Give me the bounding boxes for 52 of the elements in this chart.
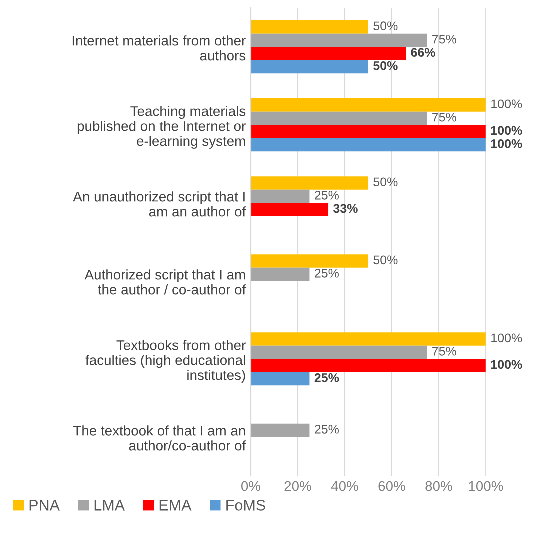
bar bbox=[250, 268, 310, 282]
data-label: 50% bbox=[374, 178, 398, 187]
x-tick-label: 40% bbox=[331, 481, 358, 492]
x-tick-label: 0% bbox=[241, 481, 261, 492]
bar bbox=[250, 424, 310, 438]
bar bbox=[250, 359, 486, 372]
bar bbox=[250, 112, 428, 126]
bar bbox=[250, 190, 310, 204]
legend-label: LMA bbox=[94, 500, 126, 511]
data-label: 100% bbox=[491, 126, 522, 136]
data-label: 33% bbox=[334, 204, 358, 214]
bar bbox=[250, 47, 406, 60]
bar bbox=[250, 138, 486, 152]
bar bbox=[250, 98, 486, 112]
data-label: 25% bbox=[315, 190, 339, 200]
bar bbox=[250, 332, 486, 346]
y-tick-label: Textbooks from other faculties (high educational institutes) bbox=[86, 340, 246, 383]
y-tick-label: An unauthorized script that I am an author of bbox=[73, 192, 246, 217]
bar bbox=[250, 34, 428, 48]
bar bbox=[250, 346, 428, 360]
data-label: 75% bbox=[432, 113, 456, 122]
bar bbox=[250, 20, 368, 34]
x-tick-label: 100% bbox=[469, 481, 504, 492]
x-tick-label: 60% bbox=[378, 481, 406, 492]
y-tick-label: The textbook of that I am an author/co-author of bbox=[74, 426, 246, 451]
y-tick-label: Teaching materials published on the Internet or e-learning system bbox=[78, 106, 246, 149]
bar bbox=[250, 203, 329, 216]
data-label: 25% bbox=[314, 374, 340, 382]
data-label: 50% bbox=[374, 256, 398, 265]
data-label: 100% bbox=[492, 100, 522, 109]
y-tick-label: Internet materials from other authors bbox=[72, 36, 246, 61]
data-label: 66% bbox=[411, 48, 436, 58]
data-label: 25% bbox=[315, 268, 339, 278]
y-tick-label: Authorized script that I am the author / co-author of bbox=[84, 270, 246, 295]
bar bbox=[250, 125, 486, 138]
legend-label: EMA bbox=[160, 500, 192, 511]
data-label: 100% bbox=[492, 334, 522, 343]
data-label: 100% bbox=[491, 360, 522, 370]
x-tick-label: 20% bbox=[284, 481, 312, 492]
bar bbox=[250, 254, 368, 268]
legend-label: FoMS bbox=[226, 500, 266, 511]
bar bbox=[250, 372, 310, 386]
data-label: 75% bbox=[432, 35, 456, 44]
x-tick-label: 80% bbox=[426, 481, 452, 492]
data-label: 75% bbox=[432, 347, 456, 356]
bar bbox=[250, 176, 368, 190]
bar bbox=[250, 60, 368, 74]
data-label: 100% bbox=[491, 139, 522, 148]
legend-label: PNA bbox=[30, 500, 60, 511]
data-label: 25% bbox=[315, 425, 339, 434]
data-label: 50% bbox=[374, 61, 398, 70]
data-label: 50% bbox=[374, 22, 398, 31]
